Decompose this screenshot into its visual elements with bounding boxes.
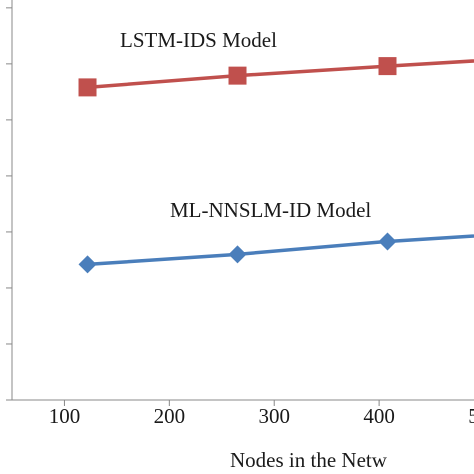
marker <box>78 255 97 274</box>
x-tick-label: 400 <box>363 404 395 428</box>
x-tick-label: 200 <box>154 404 186 428</box>
x-tick-label: 500 <box>468 404 474 428</box>
x-axis-label: Nodes in the Netw <box>230 448 388 472</box>
series-label: ML-NNSLM-ID Model <box>170 198 371 222</box>
series-label: LSTM-IDS Model <box>120 28 277 52</box>
marker <box>378 232 397 251</box>
series-line <box>87 234 474 267</box>
marker <box>228 66 247 85</box>
marker <box>78 78 97 97</box>
series-line <box>87 59 474 90</box>
x-tick-label: 100 <box>49 404 81 428</box>
marker <box>378 57 397 76</box>
marker <box>228 245 247 264</box>
x-tick-label: 300 <box>258 404 290 428</box>
